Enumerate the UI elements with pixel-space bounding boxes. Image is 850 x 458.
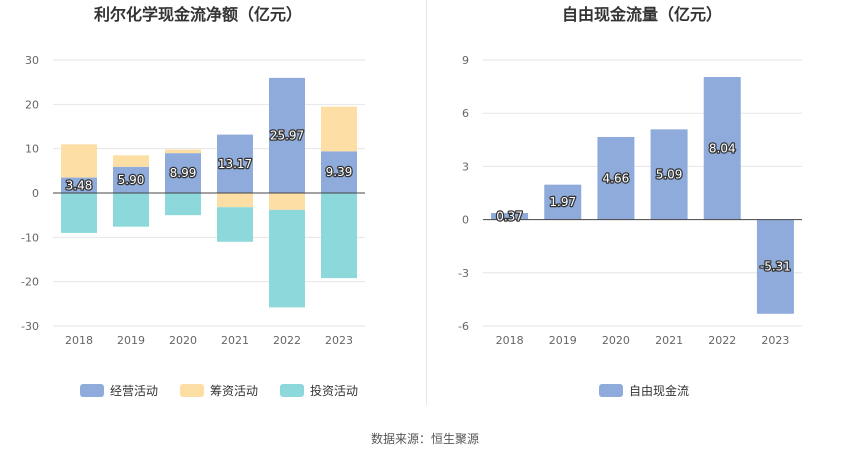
x-tick-label: 2023 (325, 334, 353, 347)
bar-经营活动-2023 (321, 151, 357, 193)
bar-经营活动-2018 (61, 177, 97, 193)
y-tick-label: -3 (458, 267, 469, 280)
y-tick-label: -20 (21, 276, 39, 289)
y-tick-label: 3 (462, 160, 469, 173)
x-tick-label: 2020 (169, 334, 197, 347)
data-label: 13.17 (218, 157, 252, 171)
x-tick-label: 2021 (655, 334, 683, 347)
bar-筹资活动-2019 (113, 155, 149, 167)
x-tick-label: 2023 (761, 334, 789, 347)
data-source-note: 数据来源：恒生聚源 (370, 432, 479, 446)
x-tick-label: 2021 (221, 334, 249, 347)
chart-divider (426, 0, 427, 405)
legend-swatch (280, 384, 304, 397)
data-label: 8.04 (709, 141, 736, 155)
bar-自由现金流-2019 (544, 184, 582, 220)
data-label: 25.97 (270, 128, 304, 142)
bar-投资活动-2022 (269, 209, 305, 308)
bar-经营活动-2021 (217, 134, 253, 193)
chart-title-1: 自由现金流量（亿元） (562, 5, 722, 24)
data-label: 3.48 (66, 178, 93, 192)
data-label: 9.39 (326, 165, 353, 179)
data-label: 5.90 (118, 173, 145, 187)
y-tick-label: 9 (462, 54, 469, 67)
y-tick-label: 0 (32, 187, 39, 200)
bar-筹资活动-2022 (269, 193, 305, 210)
y-tick-label: 30 (25, 54, 39, 67)
legend-swatch (80, 384, 104, 397)
bar-经营活动-2022 (269, 77, 305, 193)
y-tick-label: -10 (21, 231, 39, 244)
legend-swatch (599, 384, 623, 397)
chart-title-0: 利尔化学现金流净额（亿元） (94, 5, 302, 24)
x-tick-label: 2022 (708, 334, 736, 347)
y-tick-label: 6 (462, 107, 469, 120)
legend-item-筹资活动[interactable]: 筹资活动 (180, 384, 258, 398)
bar-筹资活动-2020 (165, 149, 201, 154)
x-tick-label: 2019 (117, 334, 145, 347)
cash-flow-net-chart: 利尔化学现金流净额（亿元） 30 20 10 0 -10 -20 -30 2018 2019 202… (21, 5, 365, 398)
bar-经营活动-2020 (165, 153, 201, 193)
bar-自由现金流-2022 (703, 77, 741, 220)
x-tick-label: 2022 (273, 334, 301, 347)
y-tick-label: 10 (25, 143, 39, 156)
legend-swatch (180, 384, 204, 397)
bar-经营活动-2019 (113, 166, 149, 193)
bar-自由现金流-2018 (491, 213, 529, 220)
bar-筹资活动-2023 (321, 106, 357, 152)
data-label: 0.37 (496, 209, 523, 223)
legend-item-自由现金流[interactable]: 自由现金流 (599, 383, 689, 398)
free-cash-flow-chart: 自由现金流量（亿元） 9 6 3 0 -3 -6 2018 2019 2020 2021 2022 20… (458, 5, 802, 398)
bar-筹资活动-2021 (217, 193, 253, 208)
x-tick-label: 2018 (65, 334, 93, 347)
legend-item-投资活动[interactable]: 投资活动 (280, 383, 358, 398)
x-tick-label: 2019 (549, 334, 577, 347)
y-tick-label: -6 (458, 320, 469, 333)
data-label: 8.99 (170, 166, 197, 180)
legend-label: 自由现金流 (629, 383, 689, 398)
bar-自由现金流-2023 (756, 219, 794, 314)
legend-item-经营活动[interactable]: 经营活动 (80, 384, 158, 398)
data-label: 1.97 (549, 195, 576, 209)
y-tick-label: 0 (462, 214, 469, 227)
legend-label: 筹资活动 (210, 384, 258, 398)
bar-投资活动-2021 (217, 207, 253, 242)
x-tick-label: 2020 (602, 334, 630, 347)
bar-投资活动-2019 (113, 193, 149, 227)
data-label: -5.31 (760, 260, 791, 274)
legend-label: 投资活动 (310, 383, 358, 398)
bar-投资活动-2020 (165, 193, 201, 216)
legend-label: 经营活动 (110, 384, 158, 398)
y-tick-label: -30 (21, 320, 39, 333)
bar-投资活动-2023 (321, 193, 357, 279)
y-tick-label: 20 (25, 98, 39, 111)
data-label: 5.09 (656, 167, 683, 181)
bar-自由现金流-2020 (597, 136, 635, 220)
bar-投资活动-2018 (61, 193, 97, 233)
bar-自由现金流-2021 (650, 129, 688, 220)
data-label: 4.66 (603, 171, 630, 185)
x-tick-label: 2018 (496, 334, 524, 347)
bar-筹资活动-2018 (61, 144, 97, 178)
